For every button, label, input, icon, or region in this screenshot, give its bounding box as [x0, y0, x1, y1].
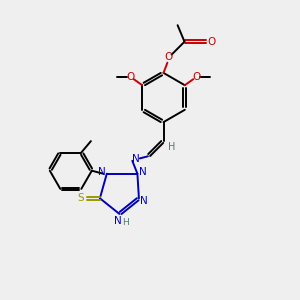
Text: N: N	[114, 215, 122, 226]
Text: O: O	[165, 52, 173, 62]
Text: N: N	[140, 196, 148, 206]
Text: S: S	[78, 193, 84, 203]
Text: N: N	[98, 167, 106, 177]
Text: O: O	[207, 37, 216, 47]
Text: N: N	[139, 167, 146, 177]
Text: O: O	[192, 72, 200, 82]
Text: N: N	[132, 154, 140, 164]
Text: O: O	[127, 72, 135, 82]
Text: H: H	[122, 218, 129, 227]
Text: H: H	[168, 142, 175, 152]
